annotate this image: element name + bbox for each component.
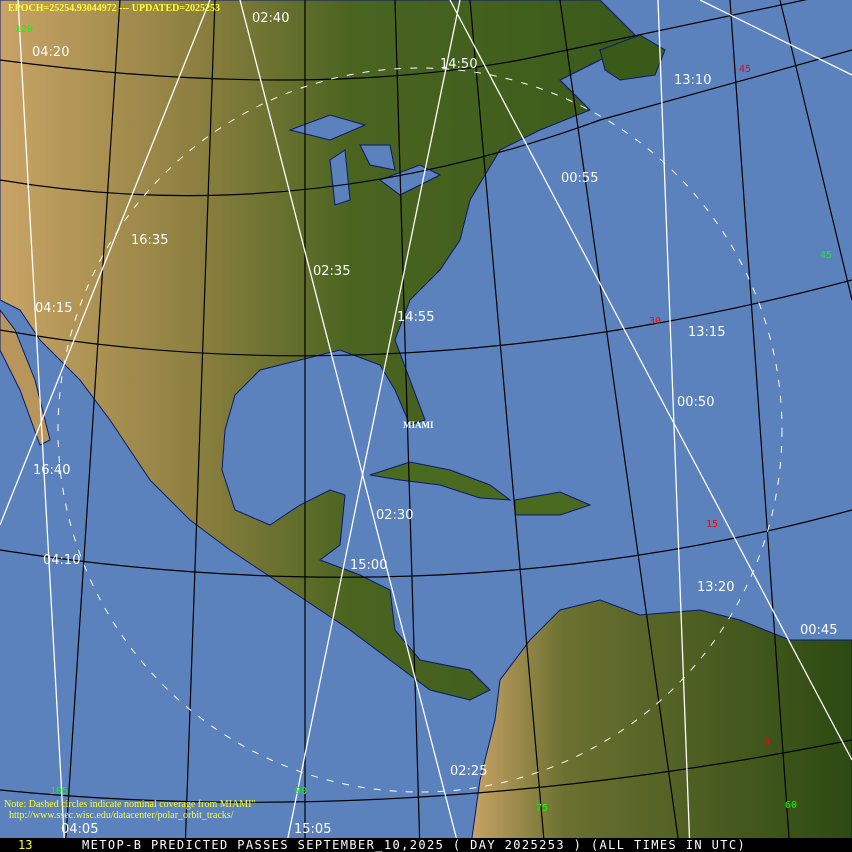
- coverage-circle: [57, 67, 783, 793]
- longitude-label: 45: [820, 250, 833, 261]
- land-hispaniola: [514, 491, 592, 516]
- longitude-label: 120: [15, 24, 34, 35]
- station-label: MIAMI: [403, 420, 434, 430]
- pass-time: 02:35: [313, 264, 351, 279]
- pass-time: 15:05: [294, 822, 332, 837]
- longitude-label: 60: [785, 800, 798, 811]
- pass-time: 14:50: [440, 57, 478, 72]
- pass-time: 04:15: [35, 301, 73, 316]
- pass-time: 02:25: [450, 764, 488, 779]
- longitude-label: 75: [536, 803, 549, 814]
- pass-time: 00:55: [561, 171, 599, 186]
- latitude-label: 0: [764, 737, 771, 748]
- coverage-note: Note: Dashed circles indicate nominal co…: [4, 799, 256, 810]
- frame-number: 13: [18, 838, 33, 852]
- pass-time: 02:30: [376, 508, 414, 523]
- latitude-label: 45: [739, 64, 752, 75]
- pass-time: 13:15: [688, 325, 726, 340]
- land-north-america: [0, 0, 641, 701]
- pass-time: 16:35: [131, 233, 169, 248]
- pass-time: 04:20: [32, 45, 70, 60]
- footer-bar: 13 METOP-B PREDICTED PASSES SEPTEMBER_10…: [0, 838, 852, 852]
- land-south-america: [469, 599, 852, 852]
- land-baja: [0, 309, 51, 446]
- source-url: http://www.ssec.wisc.edu/datacenter/pola…: [9, 810, 234, 821]
- pass-time: 13:20: [697, 580, 735, 595]
- pass-time: 02:40: [252, 11, 290, 26]
- pass-time: 15:00: [350, 558, 388, 573]
- latitude-label: 30: [649, 316, 662, 327]
- pass-time: 04:10: [43, 553, 81, 568]
- pass-time: 13:10: [674, 73, 712, 88]
- longitude-label: 105: [50, 786, 69, 797]
- land-cuba: [369, 461, 512, 501]
- pass-time: 14:55: [397, 310, 435, 325]
- latitude-label: 15: [706, 519, 719, 530]
- pass-time: 00:45: [800, 623, 838, 638]
- pass-time: 16:40: [33, 463, 71, 478]
- pass-time: 00:50: [677, 395, 715, 410]
- longitude-label: 90: [295, 786, 308, 797]
- great-lakes: [288, 114, 442, 206]
- epoch-header: EPOCH=25254.93044972 --- UPDATED=2025253: [8, 3, 221, 14]
- pass-time: 04:05: [61, 822, 99, 837]
- footer-title: METOP-B PREDICTED PASSES SEPTEMBER_10,20…: [82, 838, 747, 852]
